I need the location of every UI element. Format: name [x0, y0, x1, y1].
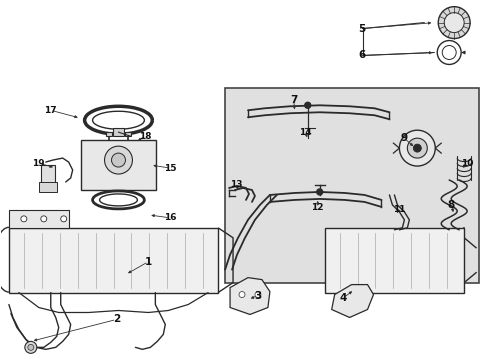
- Text: 2: 2: [113, 314, 120, 324]
- Bar: [105, 132, 111, 136]
- Circle shape: [437, 7, 469, 39]
- Bar: [224, 88, 478, 283]
- Circle shape: [239, 292, 244, 298]
- Text: 1: 1: [144, 257, 152, 267]
- Circle shape: [104, 146, 132, 174]
- Polygon shape: [229, 278, 269, 315]
- Text: 4: 4: [339, 293, 346, 302]
- Circle shape: [41, 216, 47, 222]
- Circle shape: [407, 138, 427, 158]
- Text: 15: 15: [163, 163, 176, 172]
- Bar: [81, 140, 156, 190]
- Text: 5: 5: [357, 24, 365, 33]
- Circle shape: [254, 292, 261, 298]
- Circle shape: [61, 216, 66, 222]
- Bar: [125, 132, 131, 136]
- Text: 14: 14: [299, 128, 311, 137]
- Circle shape: [316, 189, 322, 195]
- Circle shape: [28, 345, 34, 350]
- Bar: [112, 128, 124, 136]
- Circle shape: [21, 216, 27, 222]
- Text: 7: 7: [289, 95, 297, 105]
- Text: 3: 3: [254, 291, 261, 301]
- Text: 18: 18: [139, 132, 151, 141]
- Circle shape: [412, 144, 421, 152]
- Circle shape: [111, 153, 125, 167]
- Circle shape: [304, 102, 310, 108]
- Text: 10: 10: [460, 158, 472, 167]
- Text: 9: 9: [400, 133, 407, 143]
- Circle shape: [443, 13, 463, 32]
- Text: 13: 13: [229, 180, 242, 189]
- Text: 16: 16: [163, 213, 176, 222]
- Bar: [9, 210, 68, 228]
- Circle shape: [25, 341, 37, 353]
- Text: 6: 6: [357, 50, 365, 60]
- Bar: [41, 165, 55, 183]
- Text: 17: 17: [44, 106, 57, 115]
- Text: 11: 11: [392, 206, 405, 215]
- Text: 8: 8: [447, 200, 454, 210]
- Bar: [9, 228, 218, 293]
- Text: 12: 12: [311, 203, 324, 212]
- Polygon shape: [331, 285, 373, 318]
- Bar: [39, 182, 57, 192]
- Circle shape: [399, 130, 434, 166]
- Text: 19: 19: [32, 158, 45, 167]
- Bar: [324, 228, 463, 293]
